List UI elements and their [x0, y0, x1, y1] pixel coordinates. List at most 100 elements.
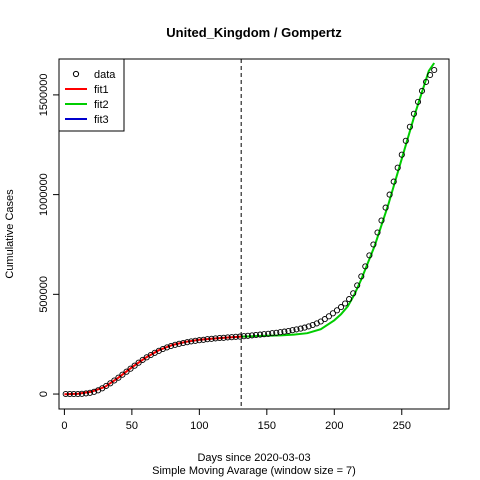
- data-point: [131, 362, 138, 369]
- data-point: [240, 333, 247, 340]
- data-point: [366, 252, 373, 259]
- y-tick-label: 0: [38, 391, 50, 397]
- data-point: [285, 327, 292, 335]
- y-axis: 0 500000 1000000 1500000: [38, 73, 59, 397]
- data-point: [200, 336, 207, 343]
- data-point: [431, 66, 438, 74]
- x-tick-label: 250: [393, 420, 411, 432]
- data-point: [111, 377, 118, 384]
- data-point: [163, 344, 171, 351]
- series-points: [62, 66, 438, 398]
- data-point: [410, 110, 417, 117]
- data-point: [74, 390, 81, 398]
- data-point: [333, 307, 341, 314]
- x-axis-label: Days since 2020-03-03: [197, 452, 310, 464]
- data-point: [176, 340, 183, 347]
- data-point: [406, 123, 413, 130]
- legend: data fit1 fit2 fit3: [58, 58, 125, 132]
- data-point: [378, 217, 385, 224]
- data-point: [301, 324, 308, 331]
- data-point: [135, 359, 142, 366]
- data-point: [305, 323, 312, 330]
- data-point: [184, 339, 191, 346]
- x-axis: 0 50 100 150 200 250: [61, 409, 411, 432]
- data-point: [91, 388, 98, 395]
- data-point: [252, 331, 260, 339]
- data-point: [62, 390, 69, 398]
- chart-title: United_Kingdom / Gompertz: [166, 25, 342, 40]
- data-point: [192, 337, 199, 344]
- data-point: [248, 332, 256, 339]
- data-point: [269, 330, 276, 337]
- data-point: [394, 164, 401, 171]
- data-point: [236, 333, 243, 340]
- data-point: [289, 327, 296, 334]
- data-point: [123, 368, 130, 375]
- legend-label-fit3: fit3: [94, 114, 109, 126]
- data-point: [390, 178, 397, 185]
- data-point: [224, 334, 231, 341]
- data-point: [167, 342, 175, 350]
- legend-label-fit1: fit1: [94, 84, 109, 96]
- legend-label-data: data: [94, 69, 116, 81]
- legend-label-fit2: fit2: [94, 99, 109, 111]
- data-point: [66, 390, 73, 398]
- y-tick-label: 500000: [38, 276, 50, 313]
- data-point: [370, 241, 377, 248]
- y-tick-label: 1000000: [38, 173, 50, 216]
- data-point: [362, 263, 369, 270]
- data-point: [358, 273, 365, 280]
- y-tick-label: 1500000: [38, 73, 50, 116]
- data-point: [208, 335, 215, 342]
- data-point: [220, 334, 227, 341]
- data-point: [293, 326, 300, 333]
- data-point: [346, 296, 353, 303]
- data-point: [342, 300, 349, 307]
- x-tick-label: 0: [61, 420, 67, 432]
- data-point: [119, 371, 126, 378]
- legend-marker-data: [72, 70, 80, 78]
- data-point: [244, 332, 251, 339]
- data-point: [107, 380, 114, 387]
- data-point: [309, 321, 316, 329]
- data-point: [281, 328, 288, 335]
- series-line-fit1: [64, 335, 242, 396]
- data-point: [337, 304, 345, 311]
- data-point: [265, 330, 272, 337]
- data-point: [196, 337, 203, 344]
- data-point: [232, 333, 239, 340]
- data-point: [159, 345, 166, 353]
- x-tick-label: 100: [190, 420, 208, 432]
- data-point: [78, 390, 85, 397]
- plot-frame: [58, 58, 450, 410]
- data-point: [127, 365, 134, 372]
- y-axis-label: Cumulative Cases: [4, 189, 16, 279]
- data-point: [86, 389, 94, 396]
- data-point: [204, 336, 211, 343]
- data-point: [257, 331, 264, 338]
- data-point: [180, 339, 187, 347]
- data-point: [216, 334, 223, 342]
- x-tick-label: 200: [325, 420, 343, 432]
- data-point: [386, 191, 393, 198]
- data-point: [374, 229, 381, 236]
- data-point: [398, 151, 405, 158]
- data-point: [261, 331, 268, 338]
- data-point: [354, 282, 361, 289]
- data-point: [82, 390, 90, 397]
- data-point: [70, 390, 77, 398]
- data-point: [297, 325, 304, 332]
- data-point: [172, 341, 179, 348]
- x-tick-label: 150: [258, 420, 276, 432]
- data-point: [188, 338, 195, 345]
- data-point: [273, 329, 280, 336]
- data-point: [427, 71, 434, 79]
- data-point: [402, 137, 409, 144]
- data-point: [212, 335, 219, 342]
- data-point: [325, 313, 332, 320]
- x-axis-subtitle: Simple Moving Avarage (window size = 7): [152, 465, 356, 477]
- data-point: [321, 316, 328, 323]
- data-point: [277, 329, 284, 336]
- data-point: [329, 310, 336, 317]
